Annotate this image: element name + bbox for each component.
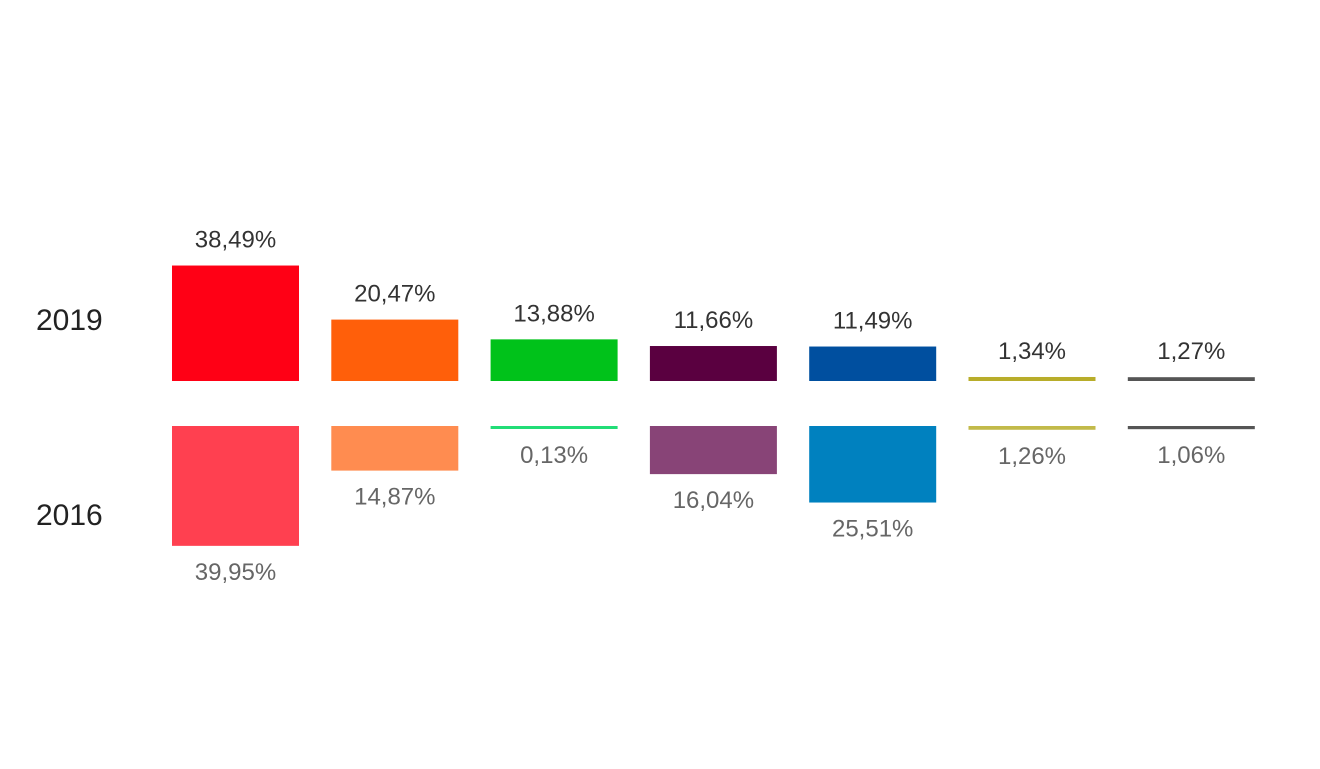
bar-2019-3: [649, 346, 777, 381]
bar-2016-5: [968, 426, 1096, 430]
bar-2016-6: [1127, 426, 1255, 430]
bars-group: 38,49% 39,95% 20,47% 14,87% 13,88% 0,13% 11,66…: [172, 227, 1255, 586]
bar-2016-2: [490, 426, 618, 429]
bar-2019-4: [809, 346, 937, 381]
bar-2019-6: [1127, 377, 1255, 381]
value-label-2016-2: 0,13%: [520, 442, 588, 469]
bar-2019-1: [331, 319, 459, 381]
value-label-2019-2: 13,88%: [513, 300, 594, 327]
value-label-2016-0: 39,95%: [195, 559, 276, 586]
bar-2019-0: [172, 265, 299, 381]
value-label-2019-4: 11,49%: [833, 308, 913, 335]
value-label-2016-4: 25,51%: [832, 516, 913, 543]
value-label-2019-5: 1,34%: [998, 338, 1066, 365]
value-label-2016-6: 1,06%: [1157, 442, 1225, 469]
value-label-2016-3: 16,04%: [673, 487, 754, 514]
value-label-2019-6: 1,27%: [1157, 338, 1225, 365]
bar-2016-1: [331, 426, 459, 471]
bar-2019-5: [968, 376, 1096, 381]
bar-2016-3: [649, 426, 777, 475]
value-label-2016-1: 14,87%: [354, 484, 435, 511]
row-label-2016: 2016: [36, 499, 103, 532]
row-label-2019: 2019: [36, 304, 103, 337]
bar-2016-0: [172, 426, 299, 546]
value-label-2019-3: 11,66%: [674, 307, 754, 334]
value-label-2016-5: 1,26%: [998, 443, 1066, 470]
bar-2016-4: [809, 426, 937, 503]
bar-2019-2: [490, 339, 618, 381]
value-label-2019-0: 38,49%: [195, 227, 276, 254]
value-label-2019-1: 20,47%: [354, 281, 435, 308]
